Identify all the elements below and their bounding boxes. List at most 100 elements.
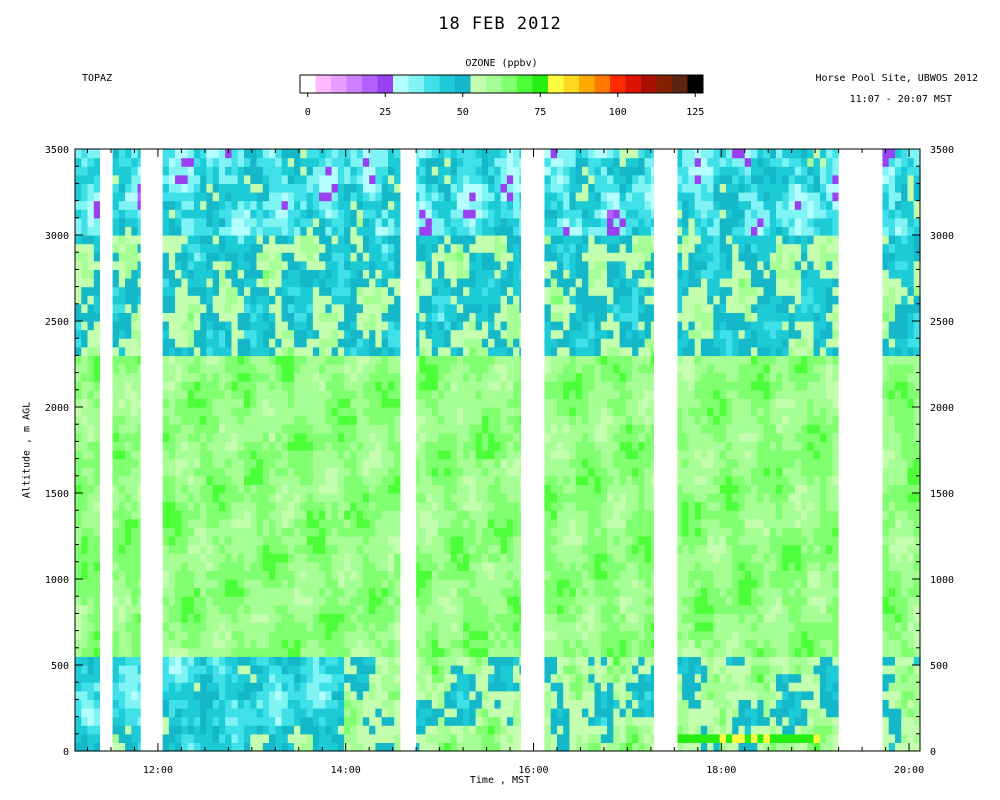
- heatmap-cell: [175, 424, 182, 434]
- heatmap-cell: [187, 441, 195, 451]
- heatmap-cell: [450, 338, 458, 348]
- heatmap-cell: [131, 174, 139, 184]
- heatmap-cell: [300, 708, 308, 718]
- heatmap-cell: [244, 725, 251, 735]
- heatmap-cell: [287, 174, 295, 184]
- heatmap-cell: [256, 510, 264, 520]
- heatmap-cell: [256, 441, 264, 451]
- heatmap-cell: [456, 647, 464, 657]
- heatmap-cell: [337, 596, 345, 606]
- heatmap-cell: [350, 432, 358, 442]
- heatmap-cell: [175, 604, 182, 614]
- heatmap-cell: [112, 209, 120, 219]
- heatmap-cell: [306, 312, 314, 322]
- heatmap-cell: [269, 527, 276, 537]
- heatmap-cell: [162, 286, 170, 296]
- heatmap-cell: [93, 690, 101, 700]
- colorbar-title: OZONE (ppbv): [465, 58, 538, 69]
- heatmap-cell: [513, 407, 520, 417]
- heatmap-cell: [300, 725, 308, 735]
- heatmap-cell: [494, 510, 502, 520]
- heatmap-cell: [450, 329, 458, 339]
- heatmap-cell: [168, 544, 176, 554]
- heatmap-cell: [425, 381, 433, 391]
- heatmap-cell: [275, 639, 283, 649]
- heatmap-cell: [287, 639, 295, 649]
- heatmap-cell: [131, 441, 139, 451]
- heatmap-cell: [250, 501, 258, 511]
- heatmap-cell: [87, 286, 95, 296]
- heatmap-cell: [331, 639, 339, 649]
- heatmap-cell: [463, 424, 470, 434]
- heatmap-cell: [475, 157, 483, 167]
- heatmap-cell: [93, 613, 101, 623]
- heatmap-cell: [131, 209, 139, 219]
- heatmap-cell: [475, 553, 483, 563]
- heatmap-cell: [325, 286, 333, 296]
- heatmap-cell: [262, 381, 270, 391]
- heatmap-cell: [244, 716, 251, 726]
- heatmap-cell: [431, 690, 439, 700]
- heatmap-cell: [193, 278, 201, 288]
- heatmap-cell: [413, 381, 420, 391]
- heatmap-cell: [450, 553, 458, 563]
- heatmap-cell: [312, 561, 320, 571]
- heatmap-cell: [250, 243, 258, 253]
- heatmap-cell: [275, 622, 283, 632]
- heatmap-cell: [269, 475, 276, 485]
- heatmap-cell: [369, 467, 377, 477]
- heatmap-cell: [494, 458, 502, 468]
- heatmap-cell: [200, 217, 208, 227]
- heatmap-cell: [262, 501, 270, 511]
- heatmap-cell: [469, 501, 477, 511]
- heatmap-cell: [488, 518, 495, 528]
- heatmap-cell: [306, 441, 314, 451]
- heatmap-cell: [325, 673, 333, 683]
- heatmap-cell: [456, 450, 464, 460]
- heatmap-cell: [356, 243, 364, 253]
- colorbar-swatch: [563, 75, 580, 93]
- heatmap-cell: [206, 183, 214, 193]
- heatmap-cell: [413, 286, 420, 296]
- heatmap-cell: [312, 484, 320, 494]
- heatmap-cell: [231, 544, 239, 554]
- heatmap-cell: [269, 364, 276, 374]
- heatmap-cell: [281, 278, 289, 288]
- heatmap-cell: [237, 166, 245, 176]
- heatmap-cell: [118, 166, 126, 176]
- heatmap-cell: [425, 235, 433, 245]
- heatmap-cell: [168, 742, 176, 752]
- heatmap-cell: [75, 295, 82, 305]
- heatmap-cell: [87, 596, 95, 606]
- heatmap-cell: [250, 269, 258, 279]
- heatmap-cell: [262, 475, 270, 485]
- heatmap-cell: [506, 553, 514, 563]
- heatmap-cell: [337, 149, 345, 159]
- heatmap-cell: [244, 596, 251, 606]
- heatmap-cell: [344, 665, 351, 675]
- heatmap-cell: [93, 286, 101, 296]
- heatmap-cell: [337, 484, 345, 494]
- heatmap-cell: [488, 742, 495, 752]
- heatmap-cell: [212, 708, 220, 718]
- heatmap-cell: [325, 200, 333, 210]
- heatmap-cell: [269, 166, 276, 176]
- heatmap-cell: [356, 278, 364, 288]
- heatmap-cell: [162, 346, 170, 356]
- heatmap-cell: [450, 561, 458, 571]
- heatmap-cell: [93, 484, 101, 494]
- heatmap-cell: [262, 673, 270, 683]
- heatmap-cell: [262, 200, 270, 210]
- heatmap-cell: [256, 733, 264, 743]
- heatmap-cell: [250, 708, 258, 718]
- heatmap-cell: [413, 716, 420, 726]
- heatmap-cell: [131, 329, 139, 339]
- heatmap-cell: [331, 579, 339, 589]
- heatmap-cell: [212, 295, 220, 305]
- heatmap-cell: [269, 742, 276, 752]
- heatmap-cell: [212, 269, 220, 279]
- heatmap-cell: [231, 149, 239, 159]
- heatmap-cell: [331, 733, 339, 743]
- heatmap-cell: [306, 364, 314, 374]
- heatmap-cell: [388, 303, 395, 313]
